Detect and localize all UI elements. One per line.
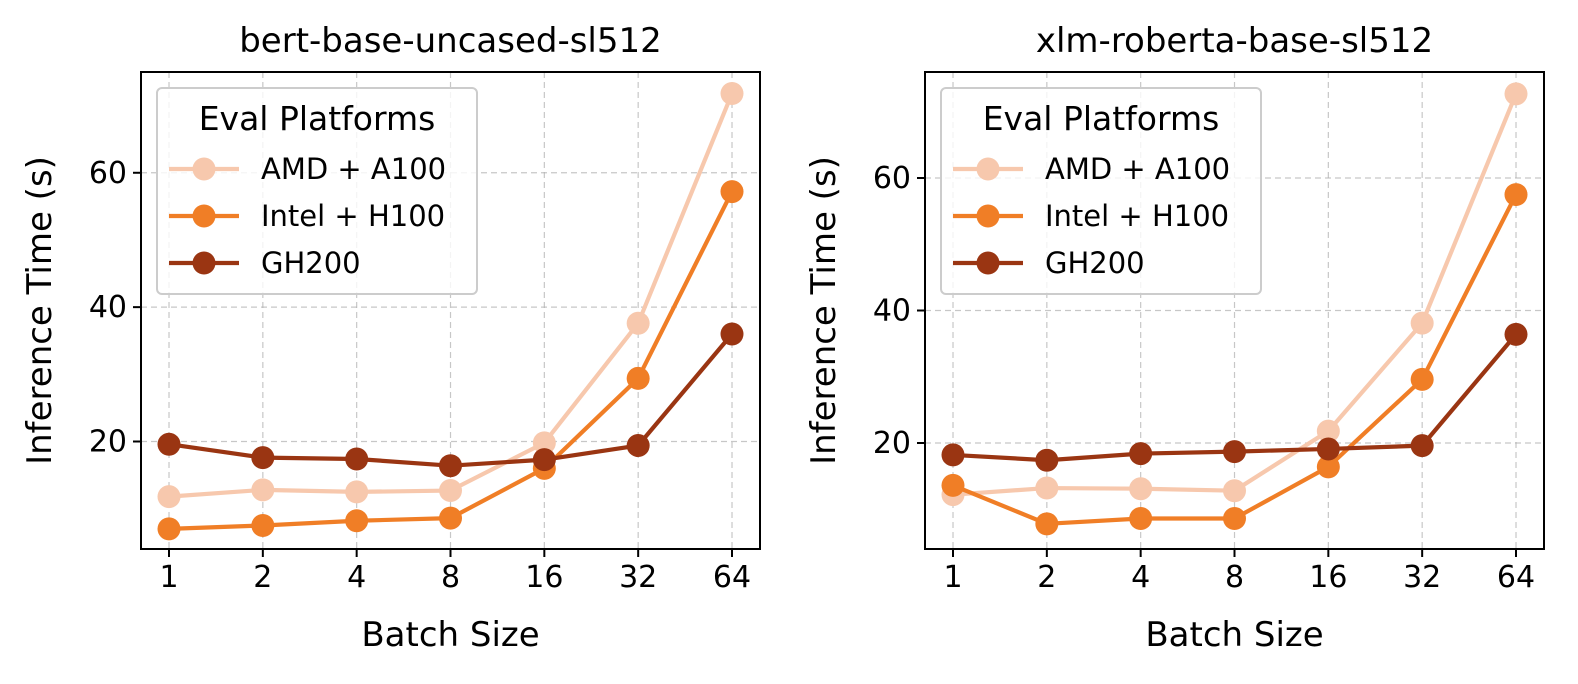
chart-2-legend-marker-amd-a100: [976, 157, 1000, 181]
chart-1-series-amd-a100: [157, 81, 744, 509]
chart-1-point-amd-a100-32: [626, 311, 650, 335]
chart-1-legend-label-gh200: GH200: [261, 246, 361, 280]
chart-2-ytick-label-20: 20: [873, 426, 911, 461]
chart-1-ytick-label-20: 20: [89, 425, 127, 460]
chart-1-xtick-label-8: 8: [441, 560, 460, 595]
chart-2-xtick-label-16: 16: [1309, 560, 1347, 595]
chart-1-point-amd-a100-64: [720, 81, 744, 105]
chart-1-point-gh200-4: [345, 447, 369, 471]
chart-2-legend-label-gh200: GH200: [1045, 246, 1145, 280]
chart-2-point-amd-a100-4: [1129, 477, 1153, 501]
chart-2-xtick-label-1: 1: [943, 560, 962, 595]
chart-1-point-intel-h100-4: [345, 509, 369, 533]
chart-2-series-intel-h100: [941, 183, 1528, 536]
chart-2-legend: Eval Platforms AMD + A100 Intel + H100 GH20…: [940, 87, 1262, 295]
chart-1-legend-marker-amd-a100: [192, 157, 216, 181]
chart-1-legend-label-amd-a100: AMD + A100: [261, 152, 446, 186]
chart-1-ytick-label-60: 60: [89, 156, 127, 191]
chart-2-xlabel: Batch Size: [1145, 615, 1323, 655]
chart-2-point-gh200-32: [1410, 434, 1434, 458]
chart-1-xlabel: Batch Size: [361, 615, 539, 655]
chart-2-point-intel-h100-64: [1504, 183, 1528, 207]
chart-1-title: bert-base-uncased-sl512: [239, 21, 662, 61]
chart-1-series-gh200: [157, 322, 744, 478]
chart-1-point-amd-a100-4: [345, 480, 369, 504]
chart-1-xtick-label-64: 64: [713, 560, 751, 595]
chart-1-point-intel-h100-1: [157, 517, 181, 541]
chart-1-point-amd-a100-1: [157, 485, 181, 509]
chart-2-series-gh200: [941, 322, 1528, 472]
chart-2-xtick-label-64: 64: [1497, 560, 1535, 595]
chart-2-legend-title: Eval Platforms: [983, 99, 1220, 138]
chart-1-point-gh200-8: [439, 454, 462, 478]
chart-2-legend-marker-gh200: [976, 251, 1000, 275]
chart-1-point-gh200-32: [626, 434, 650, 458]
chart-2-ytick-label-40: 40: [873, 294, 911, 329]
chart-1-point-gh200-1: [157, 432, 181, 456]
chart-2-ylabel: Inference Time (s): [804, 156, 844, 465]
chart-2-point-amd-a100-8: [1223, 479, 1246, 503]
chart-2-point-amd-a100-32: [1410, 311, 1434, 335]
chart-2-point-intel-h100-8: [1223, 507, 1246, 531]
chart-1-point-intel-h100-2: [251, 513, 275, 537]
chart-1-xtick-label-32: 32: [619, 560, 657, 595]
chart-1-legend-frame: [156, 87, 478, 295]
chart-1-legend-marker-intel-h100: [192, 204, 216, 228]
chart-1-point-intel-h100-64: [720, 180, 744, 204]
chart-2-point-amd-a100-2: [1035, 476, 1059, 500]
chart-2-point-gh200-8: [1223, 440, 1246, 464]
chart-1-point-intel-h100-32: [626, 366, 650, 390]
chart-1-xtick-label-2: 2: [253, 560, 272, 595]
chart-1-point-amd-a100-16: [532, 431, 556, 455]
chart-2-legend-label-amd-a100: AMD + A100: [1045, 152, 1230, 186]
chart-2-point-gh200-64: [1504, 322, 1528, 346]
chart-2-xtick-label-32: 32: [1403, 560, 1441, 595]
chart-2-xtick-label-8: 8: [1225, 560, 1244, 595]
chart-1-xtick-label-4: 4: [347, 560, 366, 595]
chart-panel-bert: 1 2 4 8 16 32 64 20 40 60 bert-base-uncased-sl512 B…: [20, 21, 761, 655]
chart-2-legend-frame: [940, 87, 1262, 295]
chart-1-legend-label-intel-h100: Intel + H100: [261, 199, 445, 233]
chart-1-xtick-label-16: 16: [525, 560, 563, 595]
chart-2-point-gh200-4: [1129, 442, 1153, 466]
chart-2-ytick-label-60: 60: [873, 161, 911, 196]
chart-2-legend-marker-intel-h100: [976, 204, 1000, 228]
chart-1-ytick-label-40: 40: [89, 290, 127, 325]
chart-2-point-intel-h100-4: [1129, 507, 1153, 531]
chart-2-xtick-label-4: 4: [1131, 560, 1150, 595]
chart-2-point-intel-h100-32: [1410, 367, 1434, 391]
chart-1-legend: Eval Platforms AMD + A100 Intel + H100 GH20…: [156, 87, 478, 295]
chart-1-xtick-label-1: 1: [159, 560, 178, 595]
chart-1-point-gh200-16: [532, 448, 556, 472]
chart-2-point-amd-a100-64: [1504, 82, 1528, 106]
chart-2-point-intel-h100-16: [1316, 455, 1340, 479]
chart-1-point-gh200-64: [720, 322, 744, 346]
chart-2-xtick-label-2: 2: [1037, 560, 1056, 595]
chart-2-legend-label-intel-h100: Intel + H100: [1045, 199, 1229, 233]
chart-1-point-intel-h100-8: [439, 506, 462, 530]
chart-2-point-intel-h100-2: [1035, 512, 1059, 536]
chart-1-point-gh200-2: [251, 446, 275, 470]
chart-2-point-amd-a100-16: [1316, 419, 1340, 443]
chart-1-legend-marker-gh200: [192, 251, 216, 275]
chart-2-title: xlm-roberta-base-sl512: [1036, 21, 1433, 61]
chart-2-point-gh200-2: [1035, 448, 1059, 472]
chart-2-point-gh200-1: [941, 443, 965, 467]
chart-2-point-gh200-16: [1316, 437, 1340, 461]
chart-1-ylabel: Inference Time (s): [20, 156, 60, 465]
chart-2-point-intel-h100-1: [941, 473, 965, 497]
chart-1-point-amd-a100-8: [439, 479, 462, 503]
chart-1-point-amd-a100-2: [251, 478, 275, 502]
chart-panel-xlm-roberta: 1 2 4 8 16 32 64 20 40 60 xlm-roberta-base-sl512 Ba…: [804, 21, 1545, 655]
chart-1-legend-title: Eval Platforms: [199, 99, 436, 138]
